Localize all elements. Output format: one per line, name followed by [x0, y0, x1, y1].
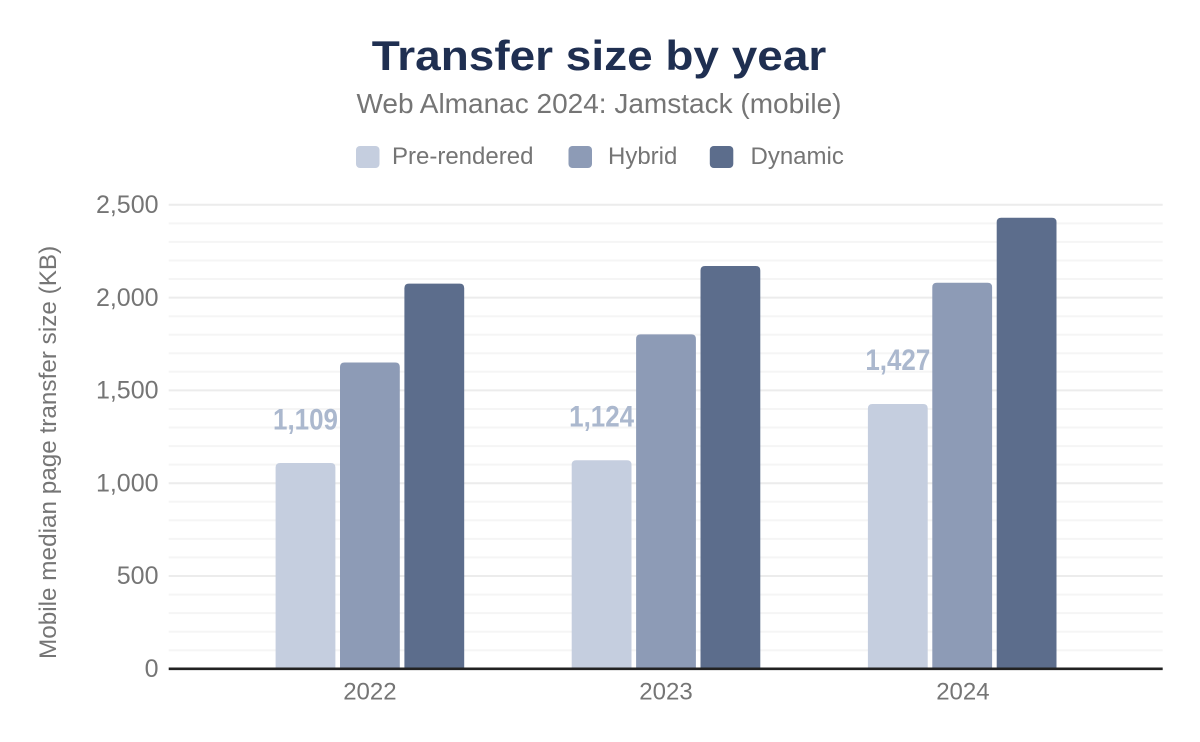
svg-text:Pre-rendered: Pre-rendered	[392, 143, 533, 170]
svg-text:Web Almanac 2024: Jamstack (mo: Web Almanac 2024: Jamstack (mobile)	[356, 88, 841, 119]
svg-text:Transfer size by year: Transfer size by year	[372, 33, 826, 80]
svg-text:1,000: 1,000	[96, 469, 159, 497]
svg-text:1,124: 1,124	[569, 400, 634, 433]
svg-text:Mobile median page transfer si: Mobile median page transfer size (KB)	[35, 246, 62, 659]
svg-text:1,500: 1,500	[96, 377, 159, 405]
svg-text:0: 0	[145, 655, 159, 683]
svg-text:1,109: 1,109	[273, 403, 338, 436]
svg-text:2,000: 2,000	[96, 284, 159, 312]
svg-text:500: 500	[117, 562, 159, 590]
svg-text:Dynamic: Dynamic	[751, 143, 844, 170]
svg-text:1,427: 1,427	[865, 343, 930, 376]
svg-text:2023: 2023	[639, 679, 692, 706]
svg-text:2022: 2022	[343, 679, 396, 706]
svg-text:2024: 2024	[936, 679, 989, 706]
svg-text:2,500: 2,500	[96, 191, 159, 219]
svg-text:Hybrid: Hybrid	[608, 143, 677, 170]
